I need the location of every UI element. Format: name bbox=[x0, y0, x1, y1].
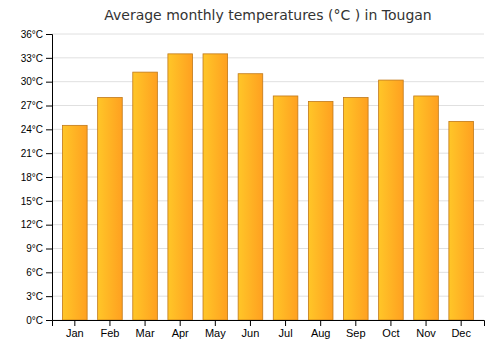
x-tick: May bbox=[205, 320, 226, 339]
x-tick-mark bbox=[390, 320, 391, 326]
bar bbox=[98, 98, 123, 320]
y-tick-label: 33°C bbox=[21, 53, 43, 64]
y-tick-label: 9°C bbox=[26, 243, 43, 254]
y-axis-line bbox=[46, 35, 53, 321]
x-tick-label: Jun bbox=[242, 327, 260, 339]
bar bbox=[203, 54, 228, 320]
y-tick: 36°C bbox=[21, 29, 52, 40]
bar bbox=[273, 96, 298, 320]
y-tick-mark bbox=[46, 153, 52, 154]
y-axis: 0°C 3°C 6°C 9°C 12°C 15°C 18°C 21°C 24°C 27°C 30°C… bbox=[21, 29, 53, 326]
x-tick-label: Sep bbox=[346, 327, 366, 339]
y-tick-mark bbox=[46, 320, 52, 321]
x-tick: Jun bbox=[242, 320, 260, 339]
x-tick: Jan bbox=[66, 320, 84, 339]
y-tick: 0°C bbox=[26, 315, 52, 326]
chart: Jan Feb Mar Apr May Jun Jul Aug Sep Oct Nov Dec 0°C 3… bbox=[0, 0, 500, 350]
y-tick-label: 27°C bbox=[21, 100, 43, 111]
y-tick-mark bbox=[46, 249, 52, 250]
x-tick-mark bbox=[180, 320, 181, 326]
x-tick-mark bbox=[285, 320, 286, 326]
x-tick-mark bbox=[74, 320, 75, 326]
y-tick-mark bbox=[46, 296, 52, 297]
bar bbox=[449, 121, 474, 320]
x-axis-line bbox=[53, 321, 485, 327]
y-tick-mark bbox=[46, 272, 52, 273]
y-tick: 24°C bbox=[21, 124, 52, 135]
grid-line bbox=[52, 34, 484, 35]
y-tick-label: 30°C bbox=[21, 76, 43, 87]
x-tick: Oct bbox=[382, 320, 399, 339]
x-tick-label: Nov bbox=[416, 327, 436, 339]
bar bbox=[308, 102, 333, 320]
y-tick-mark bbox=[46, 82, 52, 83]
title: Average monthly temperatures (°C ) in To… bbox=[104, 7, 432, 23]
y-tick: 18°C bbox=[21, 172, 52, 183]
bars bbox=[63, 54, 474, 320]
bar bbox=[379, 80, 404, 320]
x-tick-label: Dec bbox=[451, 327, 471, 339]
x-tick-mark bbox=[426, 320, 427, 326]
y-tick-mark bbox=[46, 129, 52, 130]
x-tick: Jul bbox=[279, 320, 293, 339]
x-tick-mark bbox=[109, 320, 110, 326]
x-tick-mark bbox=[145, 320, 146, 326]
x-tick-mark bbox=[250, 320, 251, 326]
y-tick: 33°C bbox=[21, 53, 52, 64]
x-axis: Jan Feb Mar Apr May Jun Jul Aug Sep Oct Nov Dec bbox=[53, 320, 485, 339]
y-tick-label: 6°C bbox=[26, 267, 43, 278]
y-tick-mark bbox=[46, 201, 52, 202]
y-tick-label: 36°C bbox=[21, 29, 43, 40]
y-tick-label: 15°C bbox=[21, 196, 43, 207]
x-tick-mark bbox=[355, 320, 356, 326]
grid bbox=[52, 34, 484, 320]
y-tick-label: 0°C bbox=[26, 315, 43, 326]
y-tick: 21°C bbox=[21, 148, 52, 159]
x-tick: Nov bbox=[416, 320, 436, 339]
x-tick-label: Aug bbox=[311, 327, 331, 339]
bar bbox=[168, 54, 193, 320]
y-tick: 12°C bbox=[21, 219, 52, 230]
x-tick-label: Mar bbox=[136, 327, 155, 339]
x-tick-label: Oct bbox=[382, 327, 399, 339]
x-tick: Feb bbox=[100, 320, 119, 339]
x-tick-label: Jan bbox=[66, 327, 84, 339]
x-tick: Aug bbox=[311, 320, 331, 339]
x-tick: Apr bbox=[172, 320, 189, 339]
grid-line bbox=[52, 57, 484, 58]
y-tick-label: 3°C bbox=[26, 291, 43, 302]
x-tick-label: May bbox=[205, 327, 226, 339]
y-tick: 27°C bbox=[21, 100, 52, 111]
x-tick-mark bbox=[215, 320, 216, 326]
y-tick-label: 21°C bbox=[21, 148, 43, 159]
y-tick-mark bbox=[46, 58, 52, 59]
y-tick: 6°C bbox=[26, 267, 52, 278]
y-tick-mark bbox=[46, 106, 52, 107]
y-tick-label: 18°C bbox=[21, 172, 43, 183]
y-tick: 15°C bbox=[21, 196, 52, 207]
x-tick: Sep bbox=[346, 320, 366, 339]
bar bbox=[133, 72, 158, 320]
y-tick: 3°C bbox=[26, 291, 52, 302]
y-tick-label: 12°C bbox=[21, 219, 43, 230]
bar bbox=[63, 125, 88, 320]
y-tick-mark bbox=[46, 225, 52, 226]
plot: Jan Feb Mar Apr May Jun Jul Aug Sep Oct Nov Dec 0°C 3… bbox=[21, 29, 485, 339]
bar bbox=[344, 98, 369, 320]
x-tick-label: Apr bbox=[172, 327, 189, 339]
bar bbox=[414, 96, 439, 320]
y-tick: 9°C bbox=[26, 243, 52, 254]
x-tick-mark bbox=[320, 320, 321, 326]
x-tick: Mar bbox=[136, 320, 155, 339]
x-tick-label: Feb bbox=[100, 327, 119, 339]
y-tick-label: 24°C bbox=[21, 124, 43, 135]
x-tick-mark bbox=[461, 320, 462, 326]
y-tick-mark bbox=[46, 34, 52, 35]
x-tick-label: Jul bbox=[279, 327, 293, 339]
bar bbox=[238, 74, 263, 320]
grid-line bbox=[52, 81, 484, 82]
y-tick: 30°C bbox=[21, 76, 52, 87]
x-tick: Dec bbox=[451, 320, 471, 339]
y-tick-mark bbox=[46, 177, 52, 178]
